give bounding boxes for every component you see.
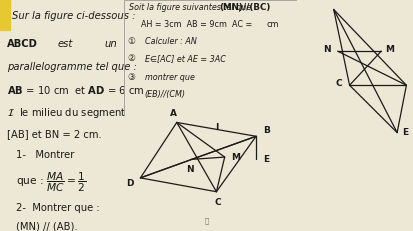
Text: AH = 3cm  AB = 9cm  AC =: AH = 3cm AB = 9cm AC = <box>141 20 252 29</box>
Text: D: D <box>126 179 134 188</box>
Text: cm: cm <box>266 20 279 29</box>
Text: un: un <box>104 39 117 49</box>
Text: M: M <box>385 45 394 54</box>
Text: est: est <box>57 39 73 49</box>
Text: E∈[AC] et AE = 3AC: E∈[AC] et AE = 3AC <box>145 54 225 63</box>
Bar <box>0 0 10 30</box>
Text: (EB)//(CM): (EB)//(CM) <box>145 90 186 99</box>
Text: [AB] et BN = 2 cm.: [AB] et BN = 2 cm. <box>7 129 102 139</box>
Text: 1-   Montrer: 1- Montrer <box>16 150 74 160</box>
Text: E: E <box>402 128 408 137</box>
Text: Sur la figure ci-dessous :: Sur la figure ci-dessous : <box>12 11 135 21</box>
Text: ②: ② <box>127 54 135 63</box>
Text: N: N <box>323 45 331 54</box>
Text: I: I <box>215 123 218 132</box>
Text: ③: ③ <box>127 73 135 82</box>
Text: N: N <box>186 165 194 174</box>
Text: ⓐ: ⓐ <box>204 217 209 224</box>
Text: $\mathbf{AB}$ = 10 cm  et $\mathbf{AD}$ = 6 cm: $\mathbf{AB}$ = 10 cm et $\mathbf{AD}$ =… <box>7 84 145 96</box>
Text: parallelogramme tel que :: parallelogramme tel que : <box>7 62 137 72</box>
Text: montrer que: montrer que <box>145 73 195 82</box>
Text: Calculer : AN: Calculer : AN <box>145 37 197 46</box>
Text: E: E <box>263 155 269 164</box>
Text: (MN) // (AB).: (MN) // (AB). <box>16 221 77 231</box>
Text: que : $\dfrac{MA}{MC} = \dfrac{1}{2}$: que : $\dfrac{MA}{MC} = \dfrac{1}{2}$ <box>16 171 85 194</box>
Text: M: M <box>231 153 240 161</box>
Text: A: A <box>170 109 177 118</box>
Text: (MN)//(BC): (MN)//(BC) <box>219 3 271 12</box>
Text: C: C <box>215 198 221 207</box>
Text: C: C <box>335 79 342 88</box>
Text: 2-  Montrer que :: 2- Montrer que : <box>16 203 99 213</box>
Text: A: A <box>330 0 337 2</box>
Text: ABCD: ABCD <box>7 39 38 49</box>
Text: Soit la figure suivantes tel que: Soit la figure suivantes tel que <box>129 3 252 12</box>
Text: B: B <box>263 126 270 135</box>
Text: ①: ① <box>127 37 135 46</box>
Text: B: B <box>412 81 413 90</box>
Text: $\mathcal{I}$  le milieu du segment: $\mathcal{I}$ le milieu du segment <box>7 106 126 120</box>
